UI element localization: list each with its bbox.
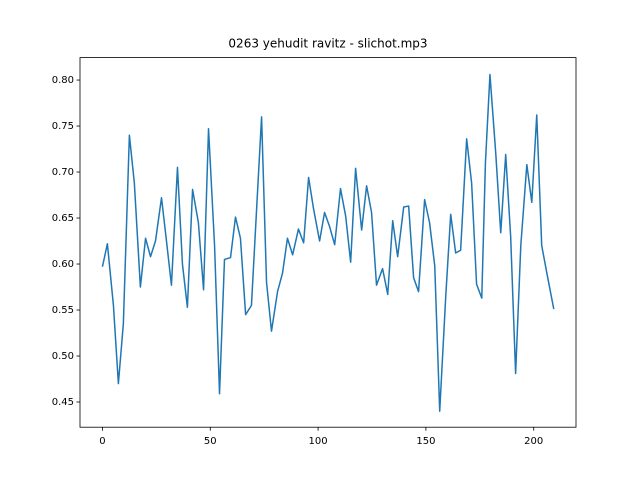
chart-title: 0263 yehudit ravitz - slichot.mp3 [228, 37, 427, 51]
y-tick-label: 0.45 [52, 397, 74, 408]
y-tick-label: 0.70 [52, 167, 74, 178]
y-tick-label: 0.80 [52, 75, 74, 86]
x-tick-label: 0 [99, 436, 105, 447]
y-tick-label: 0.55 [52, 305, 74, 316]
y-tick-label: 0.75 [52, 121, 74, 132]
x-tick-label: 50 [204, 436, 217, 447]
axes-frame [79, 57, 577, 428]
line-series [101, 73, 555, 412]
y-tick-label: 0.65 [52, 213, 74, 224]
x-tick-label: 100 [309, 436, 328, 447]
x-tick-label: 150 [416, 436, 435, 447]
y-tick-label: 0.50 [52, 351, 74, 362]
x-tick-label: 200 [524, 436, 543, 447]
y-tick-label: 0.60 [52, 259, 74, 270]
